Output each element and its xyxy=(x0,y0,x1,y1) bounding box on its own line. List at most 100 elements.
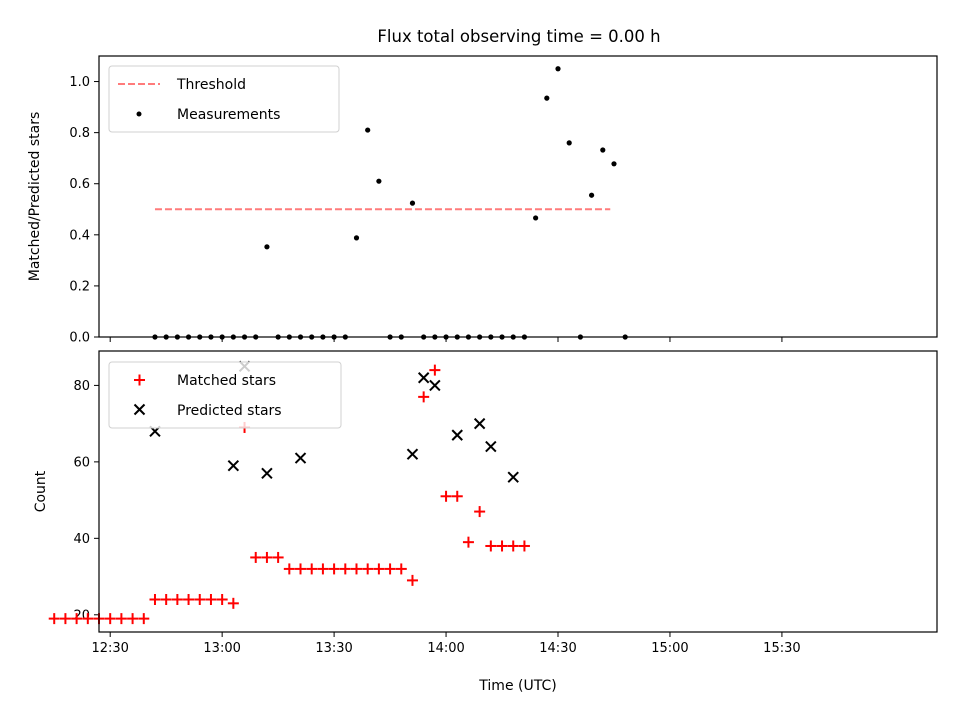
matched-star-point xyxy=(115,613,127,625)
x-tick-label: 13:00 xyxy=(203,641,240,656)
measurement-point xyxy=(409,200,416,206)
top-y-axis: 0.0 0.2 0.4 0.6 0.8 1.0 xyxy=(69,75,99,346)
predicted-star-x-b xyxy=(417,372,430,384)
matched-star-point xyxy=(59,613,71,625)
bottom-x-axis: 12:30 13:00 13:30 14:00 14:30 15:00 15:30 xyxy=(91,632,801,656)
top-y-tick-label: 0.4 xyxy=(69,228,90,243)
measurement-point xyxy=(264,244,270,250)
top-y-tick-label: 0.6 xyxy=(69,177,90,192)
matched-star-point xyxy=(384,563,396,575)
legend-predicted-label: Predicted stars xyxy=(177,403,282,419)
matched-star-point xyxy=(160,594,172,606)
top-y-tick-label: 0.0 xyxy=(69,331,90,346)
predicted-star-point xyxy=(507,471,519,483)
matched-star-point xyxy=(485,540,497,552)
predicted-star-x-b xyxy=(294,452,307,464)
bottom-y-tick-label: 40 xyxy=(73,532,90,547)
matched-star-point xyxy=(418,391,430,403)
predicted-star-point xyxy=(451,429,463,441)
matched-star-point xyxy=(395,563,407,575)
top-y-axis-label: Matched/Predicted stars xyxy=(27,112,43,282)
matched-star-point xyxy=(440,490,452,502)
measurement-point xyxy=(566,140,572,146)
bottom-y-tick-label: 60 xyxy=(73,455,90,470)
matched-star-point xyxy=(317,563,329,575)
chart-title: Flux total observing time = 0.00 h xyxy=(377,27,660,46)
measurement-point xyxy=(376,178,382,184)
predicted-star-x-b xyxy=(227,459,240,472)
matched-star-point xyxy=(194,594,206,606)
measurement-point xyxy=(365,127,371,133)
predicted-star-point xyxy=(429,379,441,392)
predicted-star-point xyxy=(227,459,240,472)
matched-star-point xyxy=(250,551,262,563)
legend-measurements-label: Measurements xyxy=(177,107,280,123)
predicted-star-x-b xyxy=(507,471,519,483)
x-tick-label: 15:30 xyxy=(763,641,800,656)
matched-star-point xyxy=(104,613,116,625)
matched-star-point xyxy=(138,613,150,625)
bottom-y-tick-label: 80 xyxy=(73,379,90,394)
predicted-star-x-b xyxy=(261,467,273,480)
predicted-star-point xyxy=(485,440,497,453)
matched-star-point xyxy=(171,594,183,606)
measurement-point xyxy=(555,66,561,72)
predicted-star-x-b xyxy=(485,440,497,453)
matched-star-point xyxy=(71,613,83,625)
x-tick-label: 14:00 xyxy=(427,641,464,656)
predicted-star-point xyxy=(417,372,430,384)
predicted-star-point xyxy=(261,467,273,480)
predicted-star-x-b xyxy=(429,379,441,392)
matched-star-point xyxy=(429,364,441,376)
measurement-point xyxy=(611,161,617,167)
bottom-y-axis-label: Count xyxy=(33,470,49,512)
matched-star-point xyxy=(328,563,340,575)
measurement-point xyxy=(600,147,606,153)
x-tick-label: 15:00 xyxy=(651,641,688,656)
top-panel-matched-ratio: 0.0 0.2 0.4 0.6 0.8 1.0 Matched/Predicted sta… xyxy=(27,55,938,346)
matched-star-point xyxy=(127,613,139,625)
top-y-tick-label: 0.2 xyxy=(69,279,90,294)
predicted-star-x-b xyxy=(473,417,486,430)
legend-matched-swatch xyxy=(134,374,145,386)
matched-star-point xyxy=(339,563,351,575)
matched-star-point xyxy=(306,563,318,575)
legend-threshold-label: Threshold xyxy=(176,77,246,93)
matched-star-point xyxy=(462,536,474,548)
x-tick-label: 12:30 xyxy=(91,641,128,656)
x-tick-label: 13:30 xyxy=(315,641,352,656)
measurement-point xyxy=(533,215,539,221)
matched-star-point xyxy=(272,551,284,563)
bottom-legend-box xyxy=(108,361,342,429)
matched-star-point xyxy=(362,563,374,575)
predicted-star-point xyxy=(473,417,486,430)
top-legend-box xyxy=(108,65,340,133)
predicted-star-x-b xyxy=(451,429,463,441)
legend-matched-label: Matched stars xyxy=(177,373,276,389)
bottom-axes-frame xyxy=(98,350,938,633)
top-y-tick-label: 1.0 xyxy=(69,75,90,90)
measurement-point xyxy=(353,235,360,241)
top-legend: Threshold Measurements xyxy=(108,65,340,133)
matched-star-point xyxy=(261,551,273,563)
matched-star-point xyxy=(518,540,530,552)
matched-star-point xyxy=(283,563,295,575)
matched-star-point xyxy=(183,594,195,606)
measurement-point xyxy=(544,95,550,101)
predicted-star-point xyxy=(294,452,307,464)
legend-measurements-swatch xyxy=(136,111,142,117)
top-y-tick-label: 0.8 xyxy=(69,126,90,141)
predicted-star-point xyxy=(406,448,419,460)
matched-star-point xyxy=(474,506,486,518)
matched-star-point xyxy=(406,574,418,586)
matched-star-point xyxy=(507,540,519,552)
measurement-point xyxy=(588,192,595,198)
matched-star-point xyxy=(227,597,239,609)
bottom-plot-marks xyxy=(48,360,530,625)
matched-star-point xyxy=(496,540,508,552)
x-tick-label: 14:30 xyxy=(539,641,576,656)
matched-star-point xyxy=(149,594,161,606)
matched-star-point xyxy=(373,563,385,575)
